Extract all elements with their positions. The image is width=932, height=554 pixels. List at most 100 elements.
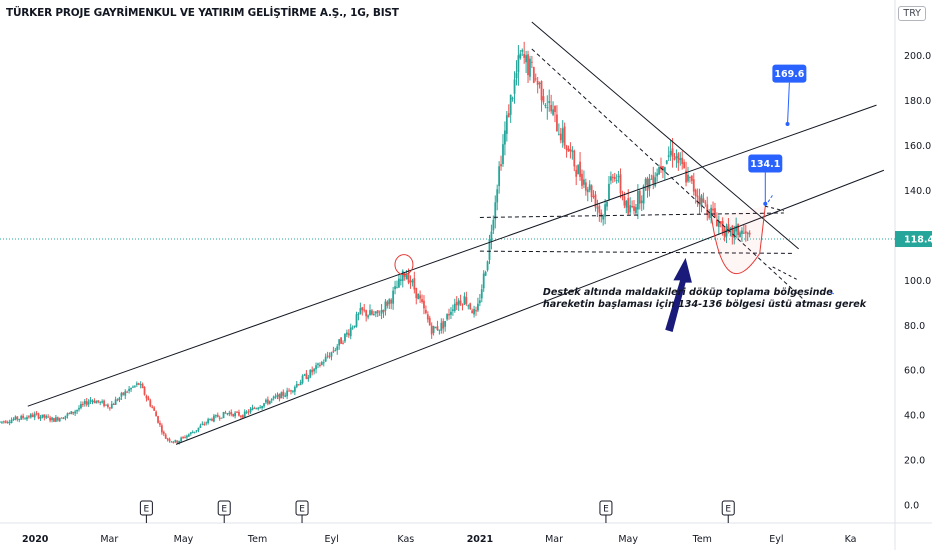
candle-body bbox=[581, 173, 583, 186]
candle-body bbox=[120, 393, 123, 397]
candle-body bbox=[608, 183, 610, 200]
currency-badge[interactable]: TRY bbox=[898, 6, 926, 21]
candle-body bbox=[646, 178, 649, 191]
candle-body bbox=[733, 229, 736, 238]
target-point[interactable] bbox=[763, 201, 768, 206]
candle-body bbox=[334, 350, 337, 352]
candle-body bbox=[677, 153, 680, 164]
x-tick-label: Tem bbox=[247, 534, 267, 545]
resistance-line[interactable] bbox=[531, 48, 803, 299]
y-tick-label: 140.0 bbox=[904, 186, 931, 197]
candle-body bbox=[263, 403, 265, 407]
candle-body bbox=[193, 431, 196, 433]
candle-body bbox=[556, 114, 558, 132]
earnings-marker-label[interactable]: E bbox=[725, 505, 731, 515]
x-tick-label: Eyl bbox=[325, 534, 339, 545]
candle-body bbox=[625, 201, 628, 208]
candle-body bbox=[521, 49, 524, 52]
candle-body bbox=[118, 397, 121, 400]
earnings-marker-label[interactable]: E bbox=[144, 505, 150, 515]
last-price-value: 118.4 bbox=[904, 235, 932, 246]
candle-body bbox=[423, 300, 425, 309]
y-tick-label: 100.0 bbox=[904, 276, 931, 287]
candle-body bbox=[6, 422, 9, 424]
candle-body bbox=[401, 270, 404, 281]
candle-body bbox=[164, 434, 167, 439]
candle-body bbox=[261, 406, 263, 409]
earnings-marker-box[interactable] bbox=[599, 500, 613, 516]
candle-body bbox=[421, 299, 423, 303]
candle-body bbox=[571, 150, 574, 153]
candle-body bbox=[299, 382, 302, 386]
candle-body bbox=[530, 61, 533, 63]
candle-body bbox=[532, 67, 535, 83]
candle-body bbox=[477, 303, 479, 311]
candle-body bbox=[162, 431, 165, 434]
earnings-marker-label[interactable]: E bbox=[221, 505, 227, 515]
candle-body bbox=[54, 417, 57, 422]
earnings-marker-label[interactable]: E bbox=[299, 505, 305, 515]
candle-body bbox=[255, 408, 258, 410]
candle-body bbox=[654, 177, 657, 187]
candle-body bbox=[238, 411, 240, 416]
earnings-marker-box[interactable] bbox=[217, 500, 231, 516]
candle-body bbox=[265, 399, 267, 403]
candle-body bbox=[133, 385, 136, 387]
candle-body bbox=[434, 327, 437, 329]
earnings-marker-box[interactable] bbox=[721, 500, 735, 516]
candle-body bbox=[70, 411, 73, 415]
target-label[interactable]: 169.6 bbox=[774, 69, 804, 80]
candle-body bbox=[56, 417, 59, 421]
candle-body bbox=[89, 399, 92, 402]
candle-body bbox=[432, 326, 435, 333]
candle-body bbox=[205, 422, 208, 424]
annotation-note[interactable]: Destek altında maldakileri döküp toplama… bbox=[543, 287, 867, 310]
candle-body bbox=[584, 182, 587, 191]
candle-body bbox=[596, 207, 599, 209]
resistance-line[interactable] bbox=[531, 21, 799, 250]
channel-line[interactable] bbox=[27, 104, 877, 407]
candle-body bbox=[440, 322, 443, 331]
annotation-arrow[interactable] bbox=[665, 257, 692, 333]
target-projection-line bbox=[772, 266, 799, 281]
support-line[interactable] bbox=[479, 250, 795, 254]
candle-body bbox=[353, 325, 356, 328]
candle-body bbox=[214, 415, 217, 417]
earnings-marker-label[interactable]: E bbox=[603, 505, 609, 515]
candle-body bbox=[735, 225, 738, 232]
candle-body bbox=[326, 355, 329, 357]
candle-body bbox=[328, 356, 331, 358]
candle-body bbox=[10, 419, 13, 423]
support-line[interactable] bbox=[479, 212, 784, 218]
candle-body bbox=[0, 421, 1, 423]
candle-body bbox=[388, 299, 391, 305]
candle-body bbox=[81, 404, 84, 406]
cup-pattern-curve[interactable] bbox=[711, 206, 766, 274]
touch-circle-marker[interactable] bbox=[394, 254, 414, 276]
candle-body bbox=[159, 422, 161, 425]
target-point[interactable] bbox=[785, 121, 790, 126]
candle-body bbox=[172, 442, 175, 444]
candle-body bbox=[600, 212, 603, 217]
target-label-box[interactable] bbox=[772, 64, 807, 83]
candle-body bbox=[99, 401, 102, 403]
candle-body bbox=[436, 326, 439, 331]
earnings-marker-box[interactable] bbox=[295, 500, 309, 516]
candle-body bbox=[394, 286, 396, 290]
candle-body bbox=[438, 329, 441, 331]
earnings-marker-box[interactable] bbox=[139, 500, 153, 516]
candle-body bbox=[567, 148, 570, 152]
last-price-badge[interactable] bbox=[895, 231, 932, 248]
candle-body bbox=[342, 342, 344, 344]
candle-body bbox=[155, 411, 157, 417]
target-label[interactable]: 134.1 bbox=[750, 159, 780, 170]
channel-line[interactable] bbox=[175, 169, 885, 445]
candle-body bbox=[602, 215, 605, 220]
candle-body bbox=[20, 415, 23, 420]
target-projection-line bbox=[828, 291, 835, 295]
candle-body bbox=[4, 421, 7, 423]
target-label-box[interactable] bbox=[748, 154, 783, 173]
candle-body bbox=[407, 273, 410, 283]
